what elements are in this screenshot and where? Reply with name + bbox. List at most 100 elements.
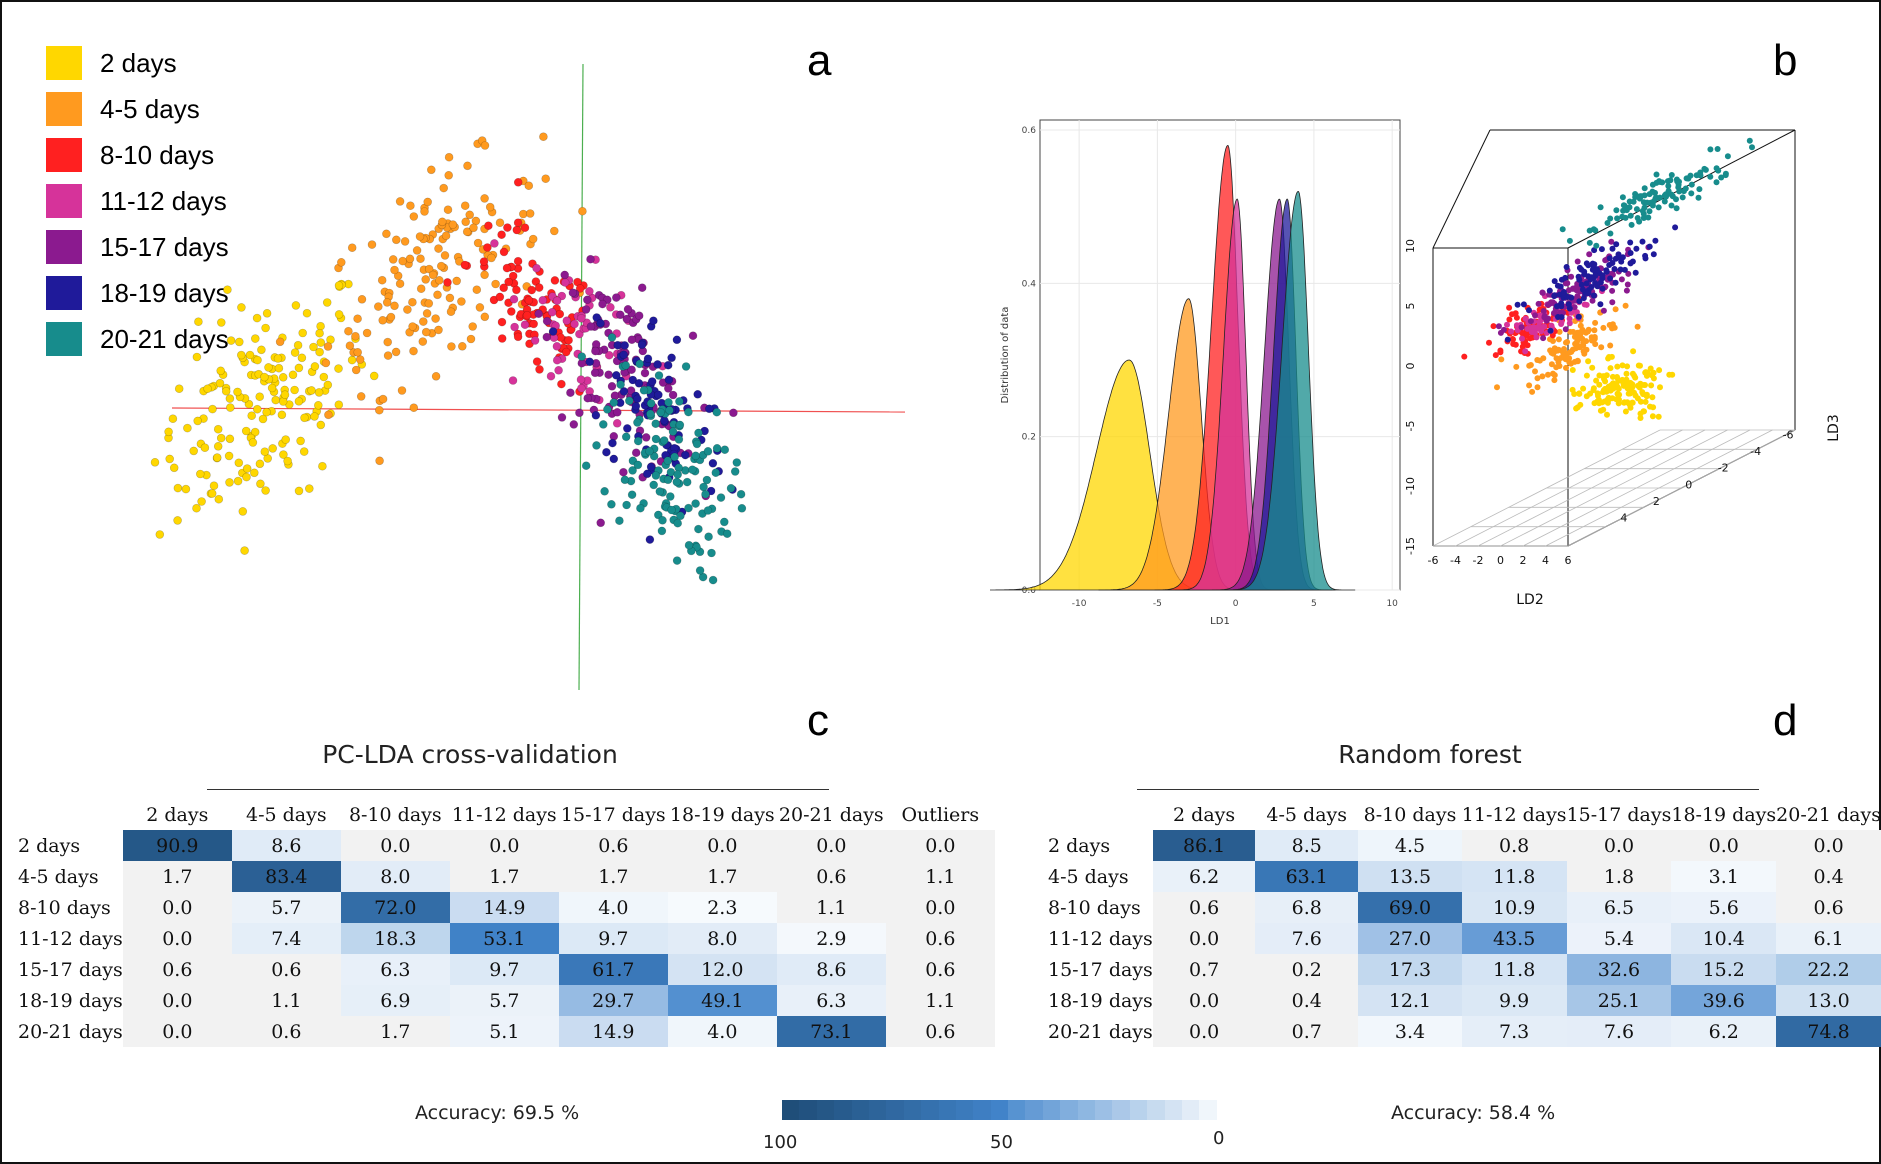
matrix-row: 4-5 days 1.7 83.4 8.0 1.7 1.7 1.7 0.6 1.1: [8, 861, 995, 892]
scatter-point: [695, 566, 705, 575]
scatter-point: [316, 321, 325, 331]
matrix-cell: 0.7: [1255, 1016, 1359, 1047]
scatter3d-point: [1551, 310, 1557, 316]
scatter3d-point: [1598, 246, 1605, 253]
scatter-point: [353, 314, 362, 324]
scatter-point: [307, 386, 316, 395]
matrix-cell: 0.0: [1152, 985, 1256, 1016]
scatter-point: [631, 401, 641, 411]
scatter-point: [267, 383, 277, 393]
matrix-cell: 9.9: [1461, 985, 1567, 1016]
matrix-cell: 6.5: [1566, 892, 1672, 923]
matrix-cell: 6.1: [1776, 923, 1881, 954]
matrix-cell: 90.9: [122, 830, 232, 861]
colorbar-step: [851, 1100, 869, 1120]
matrix-cell: 18.3: [340, 923, 450, 954]
scatter-point: [499, 247, 509, 257]
confusion-matrix-d: 2 days 4-5 days 8-10 days 11-12 days 15-17 d…: [1038, 800, 1881, 1047]
scatter-point: [581, 461, 591, 471]
scatter3d-point: [1551, 293, 1558, 300]
scatter3d-point: [1566, 237, 1573, 244]
scatter3d-point: [1627, 250, 1634, 256]
scatter-point: [290, 385, 299, 395]
scatter-point: [732, 458, 742, 467]
scatter-point: [633, 418, 642, 427]
scatter-point: [649, 480, 659, 490]
scatter-point: [235, 337, 244, 347]
colorbar-step: [1008, 1100, 1026, 1120]
scatter-point: [248, 438, 258, 447]
scatter-point: [719, 517, 729, 527]
scatter-point: [620, 475, 630, 485]
scatter-point: [480, 270, 489, 280]
scatter-point: [275, 337, 285, 347]
scatter-point: [535, 365, 544, 374]
scatter3d-point: [1518, 324, 1525, 331]
matrix-cell: 1.1: [776, 892, 886, 923]
scatter-point: [225, 434, 235, 444]
scatter3d-point: [1555, 336, 1562, 343]
scatter-point: [609, 454, 619, 464]
scatter-point: [635, 359, 645, 369]
scatter-point: [195, 469, 205, 479]
scatter3d-point: [1639, 207, 1646, 214]
scatter3d-point: [1641, 408, 1647, 415]
scatter3d-point: [1620, 202, 1627, 209]
scatter-point: [473, 238, 483, 248]
scatter-point: [262, 308, 272, 318]
scatter-point: [575, 329, 584, 339]
scatter-point: [621, 361, 631, 370]
scatter3d-point: [1534, 357, 1541, 363]
scatter3d-point: [1621, 399, 1628, 406]
scatter-point: [398, 256, 407, 266]
matrix-cell: 2.9: [776, 923, 886, 954]
matrix-cell: 1.7: [667, 861, 777, 892]
scatter3d-point: [1707, 173, 1714, 180]
matrix-cell: 0.0: [122, 923, 232, 954]
scatter-point: [400, 237, 410, 246]
scatter3d-point: [1578, 266, 1585, 273]
scatter3d-point: [1513, 314, 1520, 321]
legend-item: 2 days: [46, 40, 229, 86]
y-tick-label: 5: [1404, 303, 1417, 310]
scatter3d-point: [1568, 273, 1575, 280]
scatter3d-point: [1561, 291, 1568, 298]
scatter-point: [663, 360, 673, 370]
scatter-point: [431, 314, 440, 323]
x-axis-label: LD2: [1516, 592, 1544, 608]
matrix-cell: 0.0: [1566, 830, 1672, 861]
scatter-point: [483, 243, 492, 252]
scatter-point: [560, 270, 570, 280]
scatter-point: [495, 218, 505, 227]
scatter-point: [189, 446, 199, 456]
column-header: 20-21 days: [1776, 804, 1881, 826]
scatter3d-point: [1634, 323, 1641, 330]
scatter-point: [691, 451, 701, 461]
scatter-point: [207, 489, 217, 498]
scatter-point: [421, 327, 431, 337]
scatter-point: [487, 253, 496, 263]
scatter-point: [420, 207, 429, 216]
scatter-point: [412, 246, 422, 255]
scatter3d-point: [1550, 370, 1556, 377]
scatter-point: [663, 456, 673, 466]
scatter-point: [586, 254, 595, 264]
scatter-point: [694, 428, 703, 438]
scatter-point: [655, 487, 665, 496]
scatter3d-point: [1639, 389, 1646, 396]
scatter3d-point: [1675, 184, 1682, 191]
scatter3d-point: [1554, 303, 1560, 310]
colorbar-step: [1077, 1100, 1096, 1120]
scatter3d-point: [1648, 382, 1655, 389]
scatter3d-point: [1539, 289, 1546, 296]
scatter-point: [225, 394, 235, 403]
scatter3d-point: [1652, 189, 1658, 196]
matrix-cell: 1.7: [122, 861, 232, 892]
panel-letter-a: a: [807, 36, 832, 85]
scatter-point: [621, 432, 631, 442]
legend: 2 days 4-5 days 8-10 days 11-12 days 15-17 d…: [46, 40, 229, 362]
scatter-point: [598, 420, 608, 429]
scatter-point: [475, 303, 485, 312]
scatter-point: [466, 334, 476, 344]
scatter3d-point: [1609, 260, 1616, 266]
